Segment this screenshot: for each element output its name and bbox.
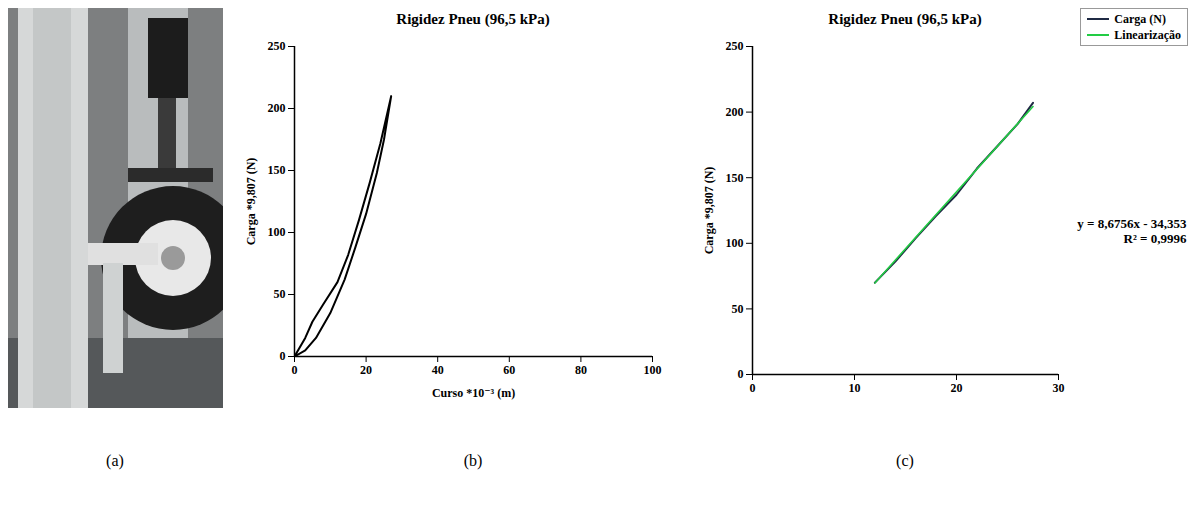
svg-text:50: 50 <box>732 302 744 316</box>
html-text:(b): (b) <box>463 452 483 469</box>
svg-text:40: 40 <box>432 363 444 377</box>
svg-text:150: 150 <box>726 171 744 185</box>
svg-text:60: 60 <box>503 363 515 377</box>
html-text:Rigidez Pneu (96,5 kPa): Rigidez Pneu (96,5 kPa) <box>828 11 982 27</box>
svg-text:0: 0 <box>280 349 286 363</box>
svg-text:30: 30 <box>1053 381 1065 395</box>
svg-text:100: 100 <box>644 363 662 377</box>
html-text:(c): (c) <box>896 452 914 469</box>
svg-text:200: 200 <box>268 101 286 115</box>
svg-text:y = 8,6756x - 34,353R² = 0,999: y = 8,6756x - 34,353R² = 0,9996 <box>1077 216 1187 247</box>
html-text:Carga (N): Carga (N) <box>1114 11 1166 26</box>
svg-text:250: 250 <box>726 39 744 53</box>
html-text:(a): (a) <box>106 452 124 469</box>
svg-text:0: 0 <box>750 381 756 395</box>
svg-text:Carga *9,807 (N): Carga *9,807 (N) <box>244 158 258 246</box>
svg-text:80: 80 <box>575 363 587 377</box>
svg-text:Curso *10⁻³ (m): Curso *10⁻³ (m) <box>432 386 515 400</box>
svg-text:100: 100 <box>268 225 286 239</box>
svg-text:50: 50 <box>274 287 286 301</box>
svg-text:10: 10 <box>849 381 861 395</box>
svg-text:200: 200 <box>726 105 744 119</box>
svg-text:Carga *9,807 (N): Carga *9,807 (N) <box>702 167 716 255</box>
svg-text:250: 250 <box>268 39 286 53</box>
svg-text:20: 20 <box>360 363 372 377</box>
svg-text:0: 0 <box>738 367 744 381</box>
svg-text:0: 0 <box>292 363 298 377</box>
svg-text:20: 20 <box>951 381 963 395</box>
svg-text:150: 150 <box>268 163 286 177</box>
svg-text:100: 100 <box>726 236 744 250</box>
html-text:Linearização: Linearização <box>1114 27 1181 42</box>
html-text:Rigidez Pneu (96,5 kPa): Rigidez Pneu (96,5 kPa) <box>396 11 550 27</box>
